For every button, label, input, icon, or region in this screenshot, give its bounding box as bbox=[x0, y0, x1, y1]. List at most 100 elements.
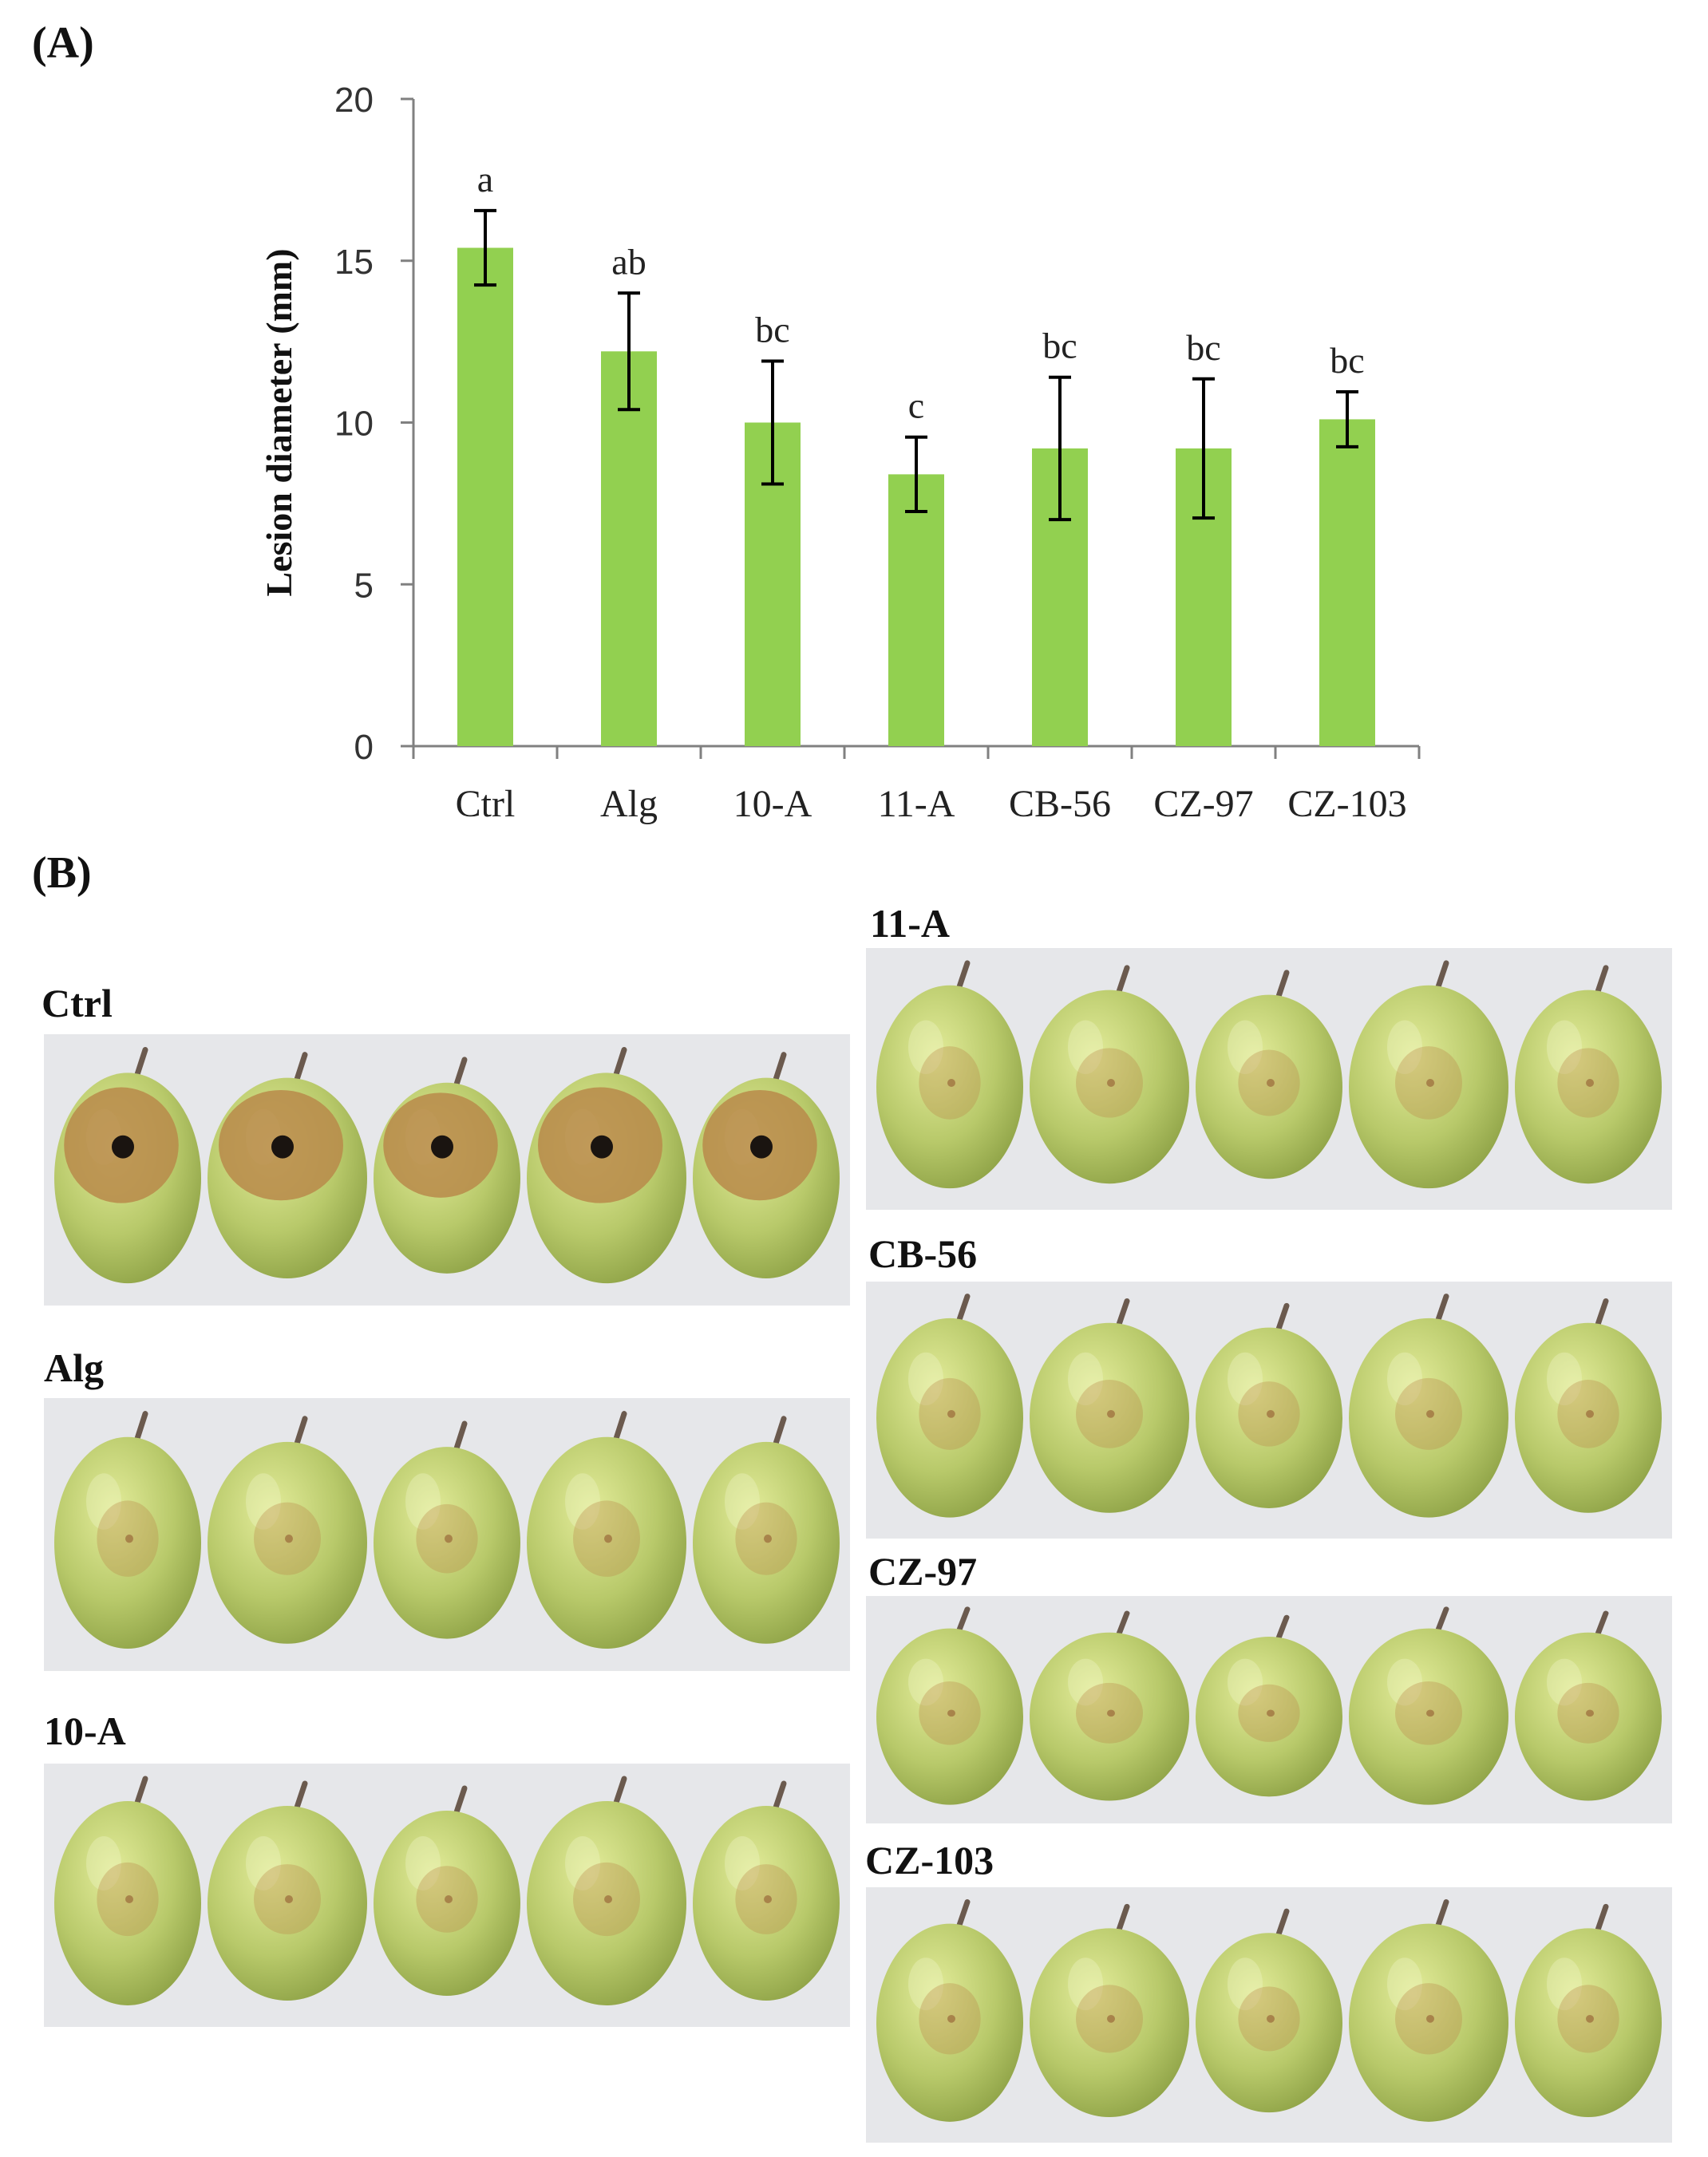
grape-berry bbox=[1349, 985, 1508, 1189]
grape-row-illustration bbox=[44, 1764, 850, 2027]
grape-berry bbox=[876, 985, 1023, 1189]
x-tick-label: 10-A bbox=[733, 783, 812, 825]
grape-berry bbox=[1515, 990, 1662, 1184]
photo-alg bbox=[44, 1398, 850, 1671]
photo-10a bbox=[44, 1764, 850, 2027]
grape-highlight bbox=[565, 1836, 600, 1890]
chart-labels: 0 5 10 15 20 Lesion diameter (mm) a Ctrl ab Alg bc… bbox=[259, 81, 1407, 825]
x-tick-label: CB-56 bbox=[1009, 783, 1111, 825]
y-tick-label: 20 bbox=[334, 81, 374, 120]
grape-wound bbox=[125, 1535, 133, 1543]
grape-wound bbox=[947, 1079, 955, 1087]
grape-highlight bbox=[1387, 1957, 1422, 2011]
grape-berry bbox=[527, 1801, 686, 2005]
significance-label: bc bbox=[1186, 327, 1220, 368]
significance-label: c bbox=[908, 385, 924, 426]
grape-highlight bbox=[1228, 1957, 1263, 2011]
significance-label: ab bbox=[611, 241, 646, 282]
panel-label-a: (A) bbox=[32, 18, 94, 68]
grape-wound bbox=[1586, 1079, 1594, 1087]
chart-bars bbox=[457, 208, 1375, 746]
panel-label-b: (B) bbox=[32, 848, 92, 898]
grape-highlight bbox=[405, 1836, 441, 1890]
y-tick-label: 5 bbox=[354, 566, 374, 605]
grape-lesion-spot bbox=[112, 1135, 134, 1159]
photo-label-cz103: CZ-103 bbox=[865, 1838, 994, 1882]
grape-wound bbox=[947, 1709, 955, 1717]
grape-wound bbox=[1426, 2015, 1434, 2023]
bar-Ctrl bbox=[457, 247, 513, 746]
grape-highlight bbox=[908, 1658, 943, 1706]
grape-wound bbox=[1586, 1709, 1594, 1717]
grape-wound bbox=[1267, 2015, 1275, 2023]
x-tick-label: 11-A bbox=[878, 783, 955, 825]
grape-wound bbox=[1107, 1410, 1115, 1418]
grape-highlight bbox=[1068, 1957, 1103, 2011]
grape-row-illustration bbox=[866, 1887, 1672, 2143]
photo-label-10a: 10-A bbox=[44, 1709, 126, 1753]
grape-berry bbox=[208, 1441, 367, 1644]
grape-highlight bbox=[725, 1473, 760, 1530]
grape-wound bbox=[445, 1895, 453, 1903]
grape-wound bbox=[1267, 1709, 1275, 1717]
grape-berry bbox=[1196, 1327, 1342, 1508]
bar-CZ-103 bbox=[1319, 419, 1375, 746]
grape-berry bbox=[1196, 994, 1342, 1179]
grape-wound bbox=[1107, 1709, 1115, 1717]
grape-wound bbox=[604, 1535, 612, 1543]
grape-highlight bbox=[1068, 1352, 1103, 1406]
photo-label-ctrl: Ctrl bbox=[42, 981, 113, 1025]
photo-cb56 bbox=[866, 1282, 1672, 1539]
grape-berry bbox=[1515, 1322, 1662, 1513]
photo-cz103 bbox=[866, 1887, 1672, 2143]
significance-label: a bbox=[477, 159, 493, 200]
grape-highlight bbox=[725, 1836, 760, 1890]
grape-row-illustration bbox=[866, 948, 1672, 1210]
photo-label-cb56: CB-56 bbox=[868, 1231, 978, 1276]
grape-highlight bbox=[908, 1020, 943, 1075]
photo-11a bbox=[866, 948, 1672, 1210]
grape-wound bbox=[1107, 2015, 1115, 2023]
grape-berry bbox=[1196, 1933, 1342, 2113]
bar-Alg bbox=[601, 351, 657, 746]
x-tick-label: Alg bbox=[600, 783, 658, 825]
grape-wound bbox=[1586, 2015, 1594, 2023]
grape-berry bbox=[1515, 1632, 1662, 1801]
grape-berry bbox=[1030, 1928, 1189, 2117]
grape-highlight bbox=[1228, 1020, 1263, 1075]
photo-label-cz97: CZ-97 bbox=[868, 1549, 978, 1594]
grape-wound bbox=[1267, 1079, 1275, 1087]
grape-berry bbox=[693, 1806, 840, 2001]
grape-lesion-spot bbox=[591, 1135, 613, 1159]
grape-wound bbox=[285, 1895, 293, 1903]
grape-berry bbox=[54, 1436, 201, 1649]
grape-highlight bbox=[908, 1352, 943, 1406]
grape-wound bbox=[947, 1410, 955, 1418]
grape-highlight bbox=[1387, 1658, 1422, 1706]
grape-berry bbox=[1349, 1923, 1508, 2122]
grape-highlight bbox=[565, 1473, 600, 1530]
grape-berry bbox=[1515, 1928, 1662, 2117]
x-tick-label: CZ-103 bbox=[1287, 783, 1406, 825]
grape-berry bbox=[1030, 990, 1189, 1184]
grape-berry bbox=[374, 1811, 520, 1996]
grape-berry bbox=[1349, 1628, 1508, 1805]
grape-highlight bbox=[246, 1836, 281, 1890]
grape-berry bbox=[1030, 1632, 1189, 1801]
grape-lesion-spot bbox=[750, 1135, 773, 1159]
grape-row-illustration bbox=[44, 1034, 850, 1306]
y-tick-label: 0 bbox=[354, 728, 374, 767]
y-axis-label: Lesion diameter (mm) bbox=[259, 248, 299, 596]
significance-label: bc bbox=[1330, 340, 1364, 381]
bar-11-A bbox=[888, 474, 944, 746]
grape-berry bbox=[693, 1441, 840, 1644]
grape-berry bbox=[374, 1447, 520, 1639]
grape-berry bbox=[876, 1628, 1023, 1805]
photo-label-alg: Alg bbox=[44, 1345, 104, 1390]
grape-wound bbox=[445, 1535, 453, 1543]
grape-berry bbox=[54, 1801, 201, 2005]
grape-highlight bbox=[1228, 1658, 1263, 1706]
grape-highlight bbox=[908, 1957, 943, 2011]
grape-highlight bbox=[1547, 1352, 1582, 1406]
grape-berry bbox=[1196, 1636, 1342, 1797]
